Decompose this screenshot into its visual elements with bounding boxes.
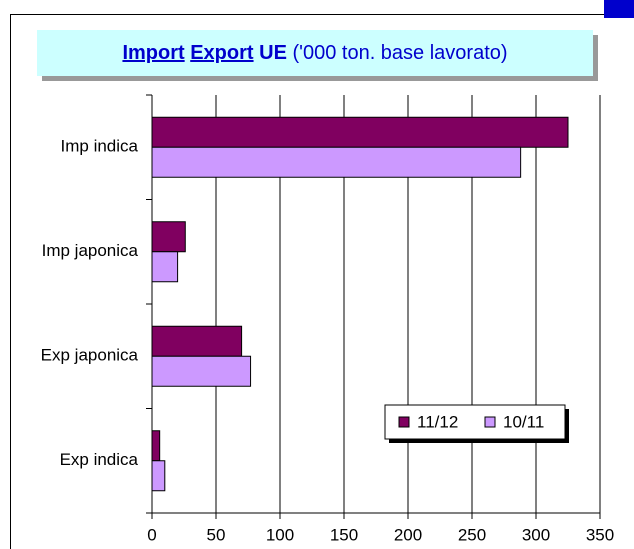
title-part: ('000 ton. base lavorato) xyxy=(292,42,507,64)
legend-swatch xyxy=(398,416,410,428)
x-tick-label: 150 xyxy=(330,525,358,544)
x-tick-label: 50 xyxy=(207,525,226,544)
bar xyxy=(151,355,252,387)
x-tick-label: 200 xyxy=(394,525,422,544)
x-tick-label: 100 xyxy=(266,525,294,544)
legend-swatch xyxy=(484,416,496,428)
title-part: Export xyxy=(190,42,254,64)
title-part: UE xyxy=(259,42,287,64)
title-box xyxy=(37,30,593,76)
bar xyxy=(151,146,522,178)
bar xyxy=(151,116,569,148)
legend-label: 11/12 xyxy=(417,412,458,431)
legend-box xyxy=(384,404,566,440)
title-part: Import xyxy=(122,42,185,64)
legend-label: 10/11 xyxy=(503,412,544,431)
corner-mark xyxy=(604,0,634,18)
bar xyxy=(151,251,179,283)
bar xyxy=(151,460,166,492)
y-tick-label: Imp indica xyxy=(61,137,139,156)
bar xyxy=(151,325,243,357)
y-tick-label: Exp japonica xyxy=(41,346,139,365)
y-tick-label: Imp japonica xyxy=(42,241,139,260)
chart-title: Import Export UE ('000 ton. base lavorat… xyxy=(122,42,507,64)
bar xyxy=(151,430,161,462)
x-tick-label: 0 xyxy=(147,525,156,544)
frame xyxy=(10,14,634,549)
x-tick-label: 250 xyxy=(458,525,486,544)
x-tick-label: 300 xyxy=(522,525,550,544)
bar xyxy=(151,221,186,253)
y-tick-label: Exp indica xyxy=(60,450,139,469)
x-tick-label: 350 xyxy=(586,525,614,544)
